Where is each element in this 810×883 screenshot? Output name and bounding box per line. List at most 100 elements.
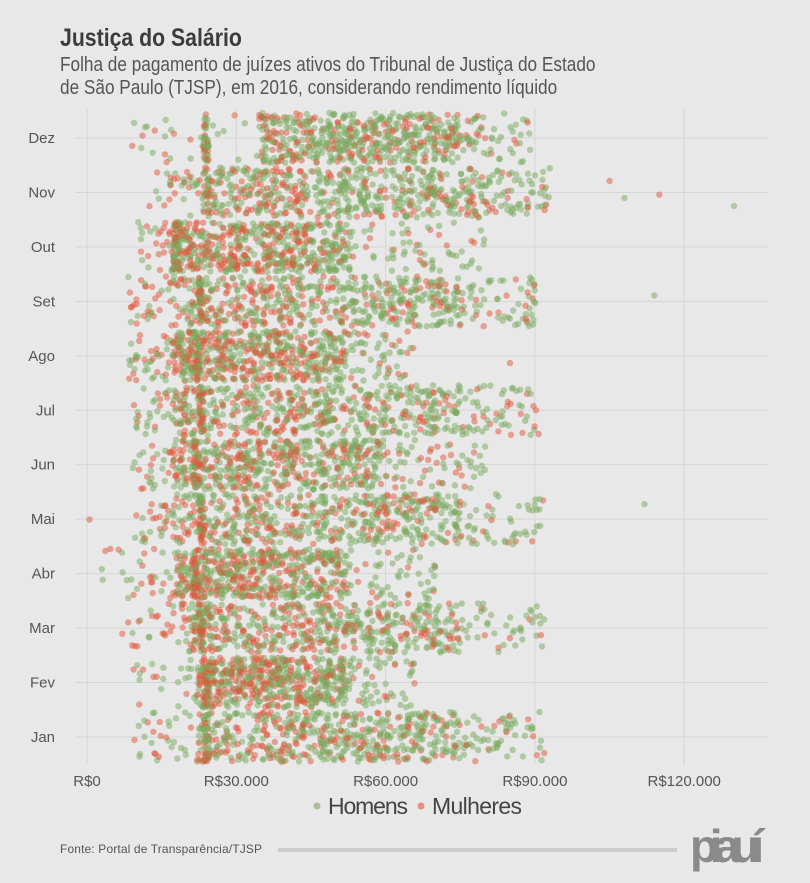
point-homens <box>473 308 480 316</box>
point-homens <box>454 122 462 130</box>
point-mulheres <box>417 454 425 462</box>
point-mulheres <box>234 206 242 213</box>
point-mulheres <box>389 427 397 434</box>
point-mulheres <box>278 423 286 430</box>
point-homens <box>238 199 245 207</box>
point-homens <box>335 124 342 131</box>
point-mulheres <box>287 247 294 254</box>
point-homens <box>479 409 487 416</box>
point-homens <box>190 429 197 437</box>
point-homens <box>424 224 432 231</box>
point-homens <box>262 167 270 174</box>
point-homens <box>147 467 155 475</box>
point-mulheres <box>219 224 227 231</box>
point-homens <box>259 342 266 349</box>
point-homens <box>345 422 352 429</box>
point-mulheres <box>186 173 193 181</box>
point-mulheres <box>238 178 245 185</box>
point-homens <box>465 189 472 196</box>
point-mulheres <box>153 345 160 353</box>
point-homens <box>258 452 265 459</box>
point-mulheres <box>425 206 432 214</box>
point-mulheres <box>447 451 455 459</box>
point-mulheres <box>193 219 200 226</box>
point-mulheres <box>235 302 242 309</box>
point-mulheres <box>171 190 178 197</box>
point-homens <box>273 298 280 306</box>
point-mulheres <box>217 430 224 437</box>
point-homens <box>419 400 426 407</box>
point-homens <box>172 524 179 531</box>
point-mulheres <box>473 386 481 393</box>
point-homens <box>348 416 355 424</box>
point-mulheres <box>384 449 391 456</box>
point-homens <box>429 166 436 173</box>
point-homens <box>307 387 314 394</box>
point-homens <box>255 334 262 341</box>
point-mulheres <box>200 208 207 216</box>
point-homens <box>161 133 169 140</box>
point-mulheres <box>241 322 249 329</box>
point-homens <box>268 364 275 372</box>
point-mulheres <box>424 124 431 131</box>
point-homens <box>455 461 462 468</box>
point-homens <box>273 211 280 219</box>
point-homens <box>484 416 491 424</box>
point-mulheres <box>287 448 294 455</box>
point-mulheres <box>126 375 133 382</box>
point-mulheres <box>239 364 247 372</box>
point-mulheres <box>270 469 277 476</box>
point-mulheres <box>206 232 213 239</box>
point-homens <box>508 385 516 392</box>
point-homens <box>370 254 377 261</box>
point-homens <box>383 473 390 480</box>
point-homens <box>224 453 231 461</box>
point-homens <box>230 310 238 317</box>
point-mulheres <box>162 273 170 280</box>
point-mulheres <box>347 374 355 382</box>
point-homens <box>319 149 326 156</box>
point-homens <box>165 286 172 293</box>
point-mulheres <box>202 243 209 250</box>
point-homens <box>191 333 199 341</box>
point-homens <box>282 205 289 212</box>
point-mulheres <box>294 196 302 203</box>
point-mulheres <box>300 301 307 308</box>
point-homens <box>454 154 461 161</box>
point-homens <box>335 213 342 220</box>
point-homens <box>335 335 342 342</box>
point-mulheres <box>344 474 351 481</box>
point-mulheres <box>179 438 186 445</box>
point-homens <box>265 339 273 346</box>
point-homens <box>402 189 409 196</box>
point-mulheres <box>606 177 613 185</box>
point-homens <box>386 349 393 356</box>
point-homens <box>330 387 337 395</box>
point-homens <box>298 136 306 143</box>
point-mulheres <box>443 393 451 400</box>
point-homens <box>336 171 344 179</box>
point-homens <box>319 208 326 215</box>
point-mulheres <box>242 210 250 217</box>
point-mulheres <box>289 296 296 303</box>
point-homens <box>295 291 302 299</box>
point-homens <box>325 431 332 438</box>
point-homens <box>312 453 320 460</box>
point-mulheres <box>359 146 366 154</box>
point-mulheres <box>448 125 455 132</box>
point-homens <box>301 480 308 488</box>
point-homens <box>181 364 189 371</box>
point-mulheres <box>291 185 299 192</box>
point-mulheres <box>459 183 466 191</box>
point-mulheres <box>166 228 173 236</box>
point-homens <box>332 313 340 320</box>
point-mulheres <box>220 422 227 429</box>
point-homens <box>170 396 178 404</box>
point-homens <box>185 402 193 410</box>
point-mulheres <box>155 291 163 298</box>
point-mulheres <box>258 113 265 121</box>
point-mulheres <box>276 371 284 379</box>
point-homens <box>428 266 436 273</box>
point-homens <box>425 387 432 394</box>
point-mulheres <box>253 180 260 188</box>
